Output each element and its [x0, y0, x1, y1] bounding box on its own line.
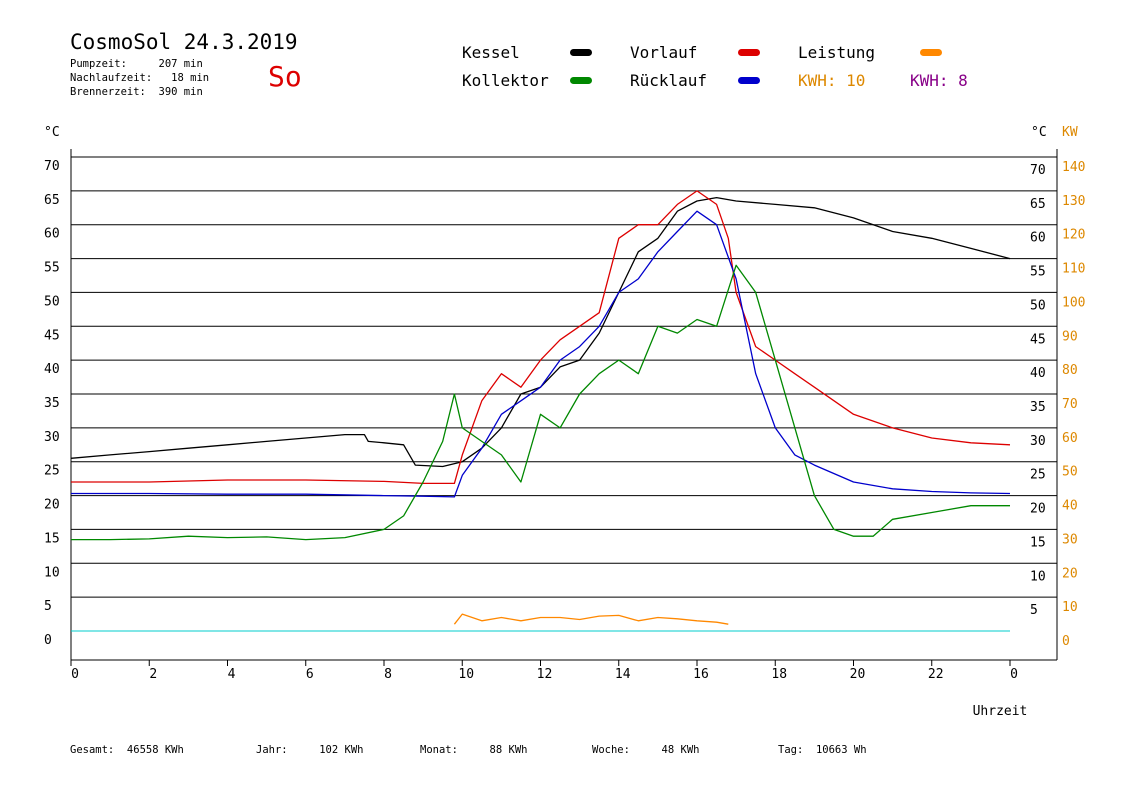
y-tick-label-kw: 40 — [1062, 499, 1078, 514]
legend-kessel-label: Kessel — [462, 43, 520, 62]
legend-ruecklauf-swatch — [738, 77, 760, 84]
footer-jahr: Jahr: 102 KWh — [256, 744, 364, 756]
y-unit-kw: KW — [1062, 125, 1078, 140]
y-tick-label-right: 70 — [1030, 163, 1046, 178]
footer-gesamt: Gesamt: 46558 KWh — [70, 744, 184, 756]
x-axis-label: Uhrzeit — [973, 704, 1028, 719]
x-tick-label: 18 — [771, 667, 787, 682]
stat-brennerzeit: Brennerzeit: 390 min — [70, 86, 203, 98]
footer-monat: Monat: 88 KWh — [420, 744, 528, 756]
y-tick-label-right: 10 — [1030, 569, 1046, 584]
legend-vorlauf-swatch — [738, 49, 760, 56]
y-tick-label-right: 35 — [1030, 400, 1046, 415]
x-tick-label: 14 — [615, 667, 631, 682]
y-tick-label-left: 50 — [44, 294, 60, 309]
y-tick-label-kw: 100 — [1062, 295, 1085, 310]
stat-nachlaufzeit: Nachlaufzeit: 18 min — [70, 72, 210, 84]
x-tick-label: 8 — [384, 667, 392, 682]
legend-vorlauf-label: Vorlauf — [630, 43, 698, 62]
x-tick-label: 0 — [71, 667, 79, 682]
y-tick-label-left: 40 — [44, 362, 60, 377]
footer-woche: Woche: 48 KWh — [592, 744, 700, 756]
y-tick-label-kw: 90 — [1062, 329, 1078, 344]
y-tick-label-kw: 120 — [1062, 228, 1085, 243]
x-tick-label: 0 — [1010, 667, 1018, 682]
legend-kwh-burner: KWH: 8 — [910, 71, 968, 90]
y-tick-label-right: 65 — [1030, 197, 1046, 212]
series-line-kollektor — [71, 264, 1010, 541]
legend-kwh-solar: KWH: 10 — [798, 71, 866, 90]
y-unit-left: °C — [44, 125, 60, 140]
y-tick-label-left: 0 — [44, 633, 52, 648]
y-tick-label-kw: 110 — [1062, 262, 1085, 277]
series-line-rcklauf — [71, 210, 1011, 498]
y-tick-label-left: 70 — [44, 159, 60, 174]
x-tick-label: 12 — [537, 667, 553, 682]
y-tick-label-right: 60 — [1030, 231, 1046, 246]
y-tick-label-kw: 10 — [1062, 600, 1078, 615]
series-line-vorlauf — [71, 190, 1011, 485]
y-tick-label-kw: 80 — [1062, 363, 1078, 378]
y-tick-label-left: 25 — [44, 464, 60, 479]
y-unit-right: °C — [1031, 125, 1047, 140]
y-tick-label-left: 15 — [44, 531, 60, 546]
y-tick-label-right: 50 — [1030, 298, 1046, 313]
legend-kollektor-label: Kollektor — [462, 71, 549, 90]
y-tick-label-left: 65 — [44, 193, 60, 208]
x-tick-label: 20 — [850, 667, 866, 682]
x-tick-label: 4 — [228, 667, 236, 682]
y-tick-label-right: 55 — [1030, 265, 1046, 280]
y-tick-label-left: 10 — [44, 565, 60, 580]
y-tick-label-right: 5 — [1030, 603, 1038, 618]
y-tick-label-left: 35 — [44, 396, 60, 411]
x-tick-label: 2 — [149, 667, 157, 682]
x-tick-label: 22 — [928, 667, 944, 682]
x-tick-label: 10 — [458, 667, 474, 682]
x-tick-label: 16 — [693, 667, 709, 682]
weekday-label: So — [268, 60, 302, 93]
x-tick-label: 6 — [306, 667, 314, 682]
y-tick-label-kw: 140 — [1062, 160, 1085, 175]
y-tick-label-left: 30 — [44, 430, 60, 445]
y-tick-label-kw: 50 — [1062, 465, 1078, 480]
y-tick-label-kw: 130 — [1062, 194, 1085, 209]
y-tick-label-right: 20 — [1030, 502, 1046, 517]
y-tick-label-right: 45 — [1030, 332, 1046, 347]
legend-kessel-swatch — [570, 49, 592, 56]
y-tick-label-left: 5 — [44, 599, 52, 614]
y-tick-label-kw: 60 — [1062, 431, 1078, 446]
y-tick-label-kw: 70 — [1062, 397, 1078, 412]
series-line-kessel — [70, 196, 1011, 468]
y-tick-label-right: 15 — [1030, 535, 1046, 550]
y-tick-label-kw: 30 — [1062, 532, 1078, 547]
y-tick-label-right: 30 — [1030, 434, 1046, 449]
chart-title: CosmoSol 24.3.2019 — [70, 30, 298, 54]
stat-pumpzeit: Pumpzeit: 207 min — [70, 58, 203, 70]
y-tick-label-right: 40 — [1030, 366, 1046, 381]
y-tick-label-left: 45 — [44, 328, 60, 343]
y-tick-label-right: 25 — [1030, 468, 1046, 483]
legend-kollektor-swatch — [570, 77, 592, 84]
legend-leistung-swatch — [920, 49, 942, 56]
y-tick-label-left: 55 — [44, 261, 60, 276]
y-tick-label-kw: 0 — [1062, 634, 1070, 649]
footer-tag: Tag: 10663 Wh — [778, 744, 867, 756]
y-tick-label-left: 20 — [44, 498, 60, 513]
y-tick-label-left: 60 — [44, 227, 60, 242]
legend-ruecklauf-label: Rücklauf — [630, 71, 708, 90]
legend-leistung-label: Leistung — [798, 43, 876, 62]
y-tick-label-kw: 20 — [1062, 566, 1078, 581]
series-line-leistung — [453, 613, 729, 625]
